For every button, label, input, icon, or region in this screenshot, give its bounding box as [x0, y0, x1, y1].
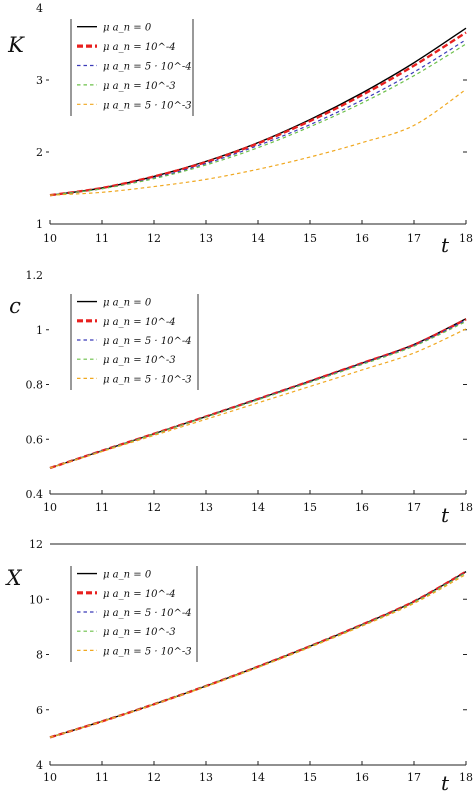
x-axis-title: t — [441, 771, 450, 794]
x-tick-label: 11 — [95, 501, 109, 514]
series-line-4 — [49, 88, 467, 196]
series-line-4 — [49, 573, 467, 738]
legend: μ a_n = 0 μ a_n = 10^-4 μ a_n = 5 · 10^-4 μ… — [70, 566, 198, 662]
series-line-3 — [49, 572, 467, 738]
legend-label: μ a_n = 5 · 10^-3 — [103, 100, 192, 111]
x-tick-label: 12 — [147, 771, 161, 784]
x-tick-label: 18 — [459, 501, 473, 514]
x-tick-label: 10 — [43, 771, 57, 784]
y-tick-label: 12 — [29, 538, 43, 551]
legend-label: μ a_n = 0 — [103, 23, 152, 34]
legend-label: μ a_n = 5 · 10^-3 — [103, 646, 192, 657]
x-tick-label: 10 — [43, 501, 57, 514]
x-tick-label: 18 — [459, 771, 473, 784]
y-axis-title: K — [7, 33, 25, 57]
x-tick-label: 16 — [355, 232, 369, 245]
y-tick-label: 4 — [36, 2, 43, 15]
x-tick-label: 13 — [199, 771, 213, 784]
x-tick-label: 13 — [199, 232, 213, 245]
y-tick-label: 1 — [36, 324, 43, 337]
y-tick-label: 6 — [36, 704, 43, 717]
x-tick-label: 14 — [251, 501, 265, 514]
y-axis-title: c — [9, 294, 21, 318]
x-tick-label: 15 — [303, 771, 317, 784]
y-tick-label: 4 — [36, 759, 43, 772]
y-tick-label: 0.6 — [26, 433, 44, 446]
legend-background — [71, 566, 197, 662]
series-line-3 — [49, 43, 467, 196]
y-tick-label: 3 — [36, 74, 43, 87]
legend-label: μ a_n = 10^-4 — [103, 317, 176, 328]
legend-label: μ a_n = 10^-4 — [103, 589, 176, 600]
legend-label: μ a_n = 5 · 10^-4 — [103, 608, 192, 619]
legend-background — [71, 294, 198, 390]
series-line-1 — [49, 318, 467, 470]
y-tick-label: 0.4 — [26, 488, 44, 501]
x-tick-label: 12 — [147, 232, 161, 245]
y-tick-label: 1 — [36, 218, 43, 231]
legend-label: μ a_n = 5 · 10^-4 — [103, 62, 192, 73]
x-tick-label: 17 — [407, 771, 421, 784]
series-line-1 — [49, 31, 467, 197]
x-tick-label: 14 — [251, 771, 265, 784]
x-tick-label: 16 — [355, 501, 369, 514]
x-tick-label: 14 — [251, 232, 265, 245]
y-tick-label: 2 — [36, 146, 43, 159]
x-tick-label: 15 — [303, 501, 317, 514]
legend-label: μ a_n = 0 — [103, 570, 152, 581]
legend-label: μ a_n = 5 · 10^-3 — [103, 374, 192, 385]
legend-label: μ a_n = 10^-3 — [103, 81, 176, 92]
legend: μ a_n = 0 μ a_n = 10^-4 μ a_n = 5 · 10^-4 μ… — [70, 294, 199, 390]
legend: μ a_n = 0 μ a_n = 10^-4 μ a_n = 5 · 10^-4 μ… — [70, 19, 194, 116]
x-tick-label: 17 — [407, 232, 421, 245]
y-tick-label: 1.2 — [26, 269, 44, 282]
y-tick-label: 8 — [36, 649, 43, 662]
x-tick-label: 13 — [199, 501, 213, 514]
legend-label: μ a_n = 10^-3 — [103, 355, 176, 366]
y-tick-label: 10 — [29, 593, 43, 606]
x-tick-label: 11 — [95, 232, 109, 245]
legend-label: μ a_n = 0 — [103, 298, 152, 309]
x-axis-title: t — [441, 503, 450, 527]
x-tick-label: 17 — [407, 501, 421, 514]
y-tick-label: 0.8 — [26, 379, 44, 392]
legend-label: μ a_n = 10^-4 — [103, 42, 176, 53]
x-tick-label: 12 — [147, 501, 161, 514]
legend-background — [71, 19, 193, 116]
x-tick-label: 15 — [303, 232, 317, 245]
y-axis-title: X — [5, 566, 23, 590]
legend-label: μ a_n = 10^-3 — [103, 627, 176, 638]
series-line-4 — [49, 328, 467, 469]
x-tick-label: 16 — [355, 771, 369, 784]
x-axis-title: t — [441, 233, 450, 257]
chart-panel-c: 10 11 12 13 14 15 16 17 18 0.4 0.6 0.8 1 1.2 t c μ a_n =… — [9, 269, 473, 527]
x-tick-label: 11 — [95, 771, 109, 784]
x-tick-label: 18 — [459, 232, 473, 245]
legend-label: μ a_n = 5 · 10^-4 — [103, 336, 192, 347]
x-tick-label: 10 — [43, 232, 57, 245]
